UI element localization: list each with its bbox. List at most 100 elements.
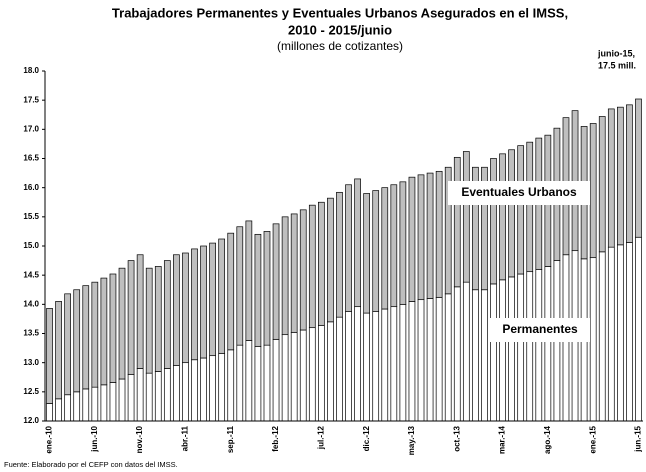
bar-segment: [290, 331, 298, 422]
series-label: Eventuales Urbanos: [461, 185, 577, 199]
bar-segment: [426, 172, 434, 299]
bar-segment: [490, 283, 497, 422]
bar-segment: [127, 373, 135, 422]
bar-segment: [336, 191, 343, 318]
bar-segment: [182, 252, 189, 364]
bar-segment: [227, 349, 235, 422]
y-tick-label: 13.5: [23, 329, 39, 338]
bar-segment: [163, 368, 171, 422]
bar-segment: [589, 123, 597, 259]
y-tick-label: 13.0: [23, 358, 39, 367]
bar-segment: [336, 316, 343, 422]
bar-segment: [408, 301, 416, 422]
bar-segment: [426, 298, 434, 422]
bar-segment: [481, 289, 488, 422]
bar-segment: [109, 273, 117, 383]
bar-segment: [272, 338, 280, 422]
bar-segment: [435, 170, 443, 298]
source-note: Fuente: Elaborado por el CEFP con datos …: [4, 460, 178, 469]
bar-segment: [598, 116, 606, 253]
x-tick-label: sep.-11: [226, 425, 235, 453]
bar-segment: [508, 276, 515, 422]
bar-segment: [173, 365, 180, 422]
bar-segment: [64, 293, 71, 396]
y-tick-label: 12.5: [23, 387, 39, 396]
bar-segment: [218, 352, 226, 422]
bar-segment: [263, 344, 271, 422]
x-tick-label: may.-13: [407, 425, 416, 455]
annotation: 17.5 mill.: [598, 60, 636, 70]
bar-segment: [145, 267, 153, 374]
y-tick-label: 12.0: [23, 416, 39, 425]
bar-segment: [254, 345, 262, 422]
bar-segment: [136, 368, 144, 422]
bar-segment: [55, 301, 62, 400]
bar-segment: [281, 216, 289, 336]
bar-segment: [82, 388, 90, 422]
bar-segment: [236, 226, 244, 346]
bar-segment: [318, 201, 325, 326]
x-tick-label: jun.-10: [90, 425, 99, 452]
series-label: Permanentes: [502, 322, 578, 336]
bar-segment: [299, 329, 307, 422]
bar-segment: [209, 355, 216, 422]
bar-segment: [118, 267, 126, 380]
bar-segment: [390, 306, 398, 422]
bar-segment: [589, 257, 597, 422]
bar-segment: [635, 236, 642, 422]
bar-segment: [372, 310, 380, 422]
annotation: junio-15,: [597, 48, 635, 58]
bar-segment: [390, 184, 398, 308]
bar-segment: [635, 98, 642, 238]
bar-segment: [209, 242, 216, 357]
bar-segment: [281, 334, 289, 422]
bar-segment: [453, 286, 461, 422]
bar-segment: [399, 181, 407, 305]
y-tick-label: 15.0: [23, 241, 39, 250]
x-tick-label: nov.-10: [135, 425, 144, 453]
bar-segment: [308, 327, 316, 422]
bar-segment: [517, 145, 525, 275]
bar-segment: [46, 403, 53, 422]
bar-segment: [345, 310, 352, 422]
x-tick-label: jun.-15: [634, 425, 643, 452]
bar-segment: [499, 153, 506, 281]
bar-segment: [236, 344, 244, 422]
bar-segment: [444, 293, 452, 422]
bar-segment: [245, 340, 253, 422]
bar-segment: [444, 166, 452, 295]
bar-segment: [200, 357, 207, 422]
bar-segment: [318, 324, 325, 422]
bar-segment: [254, 233, 262, 347]
label-box: [490, 318, 590, 342]
bar-segment: [109, 382, 117, 422]
bar-segment: [607, 246, 615, 422]
y-tick-label: 16.0: [23, 183, 39, 192]
x-tick-label: ene.-10: [45, 425, 54, 453]
bar-segment: [417, 299, 425, 422]
x-tick-label: mar.-14: [498, 425, 507, 454]
y-tick-label: 17.0: [23, 124, 39, 133]
bar-segment: [617, 106, 624, 246]
bar-segment: [55, 398, 62, 422]
bar-segment: [435, 296, 443, 422]
x-tick-label: jul.-12: [316, 425, 325, 450]
bar-segment: [535, 268, 543, 422]
bar-segment: [381, 187, 389, 310]
x-tick-label: abr.-11: [181, 425, 190, 451]
bar-segment: [490, 158, 497, 285]
bar-segment: [100, 277, 108, 386]
bar-segment: [598, 251, 606, 422]
bar-segment: [118, 378, 126, 422]
chart-subtitle: (millones de cotizantes): [277, 39, 403, 53]
bar-segment: [417, 174, 425, 301]
bar-segment: [544, 266, 552, 422]
bar-segment: [526, 141, 534, 273]
bar-segment: [299, 209, 307, 331]
bar-segment: [626, 242, 633, 422]
bar-segment: [73, 289, 81, 393]
bar-segment: [127, 260, 135, 375]
bar-segment: [308, 204, 316, 329]
bar-segment: [100, 384, 108, 422]
